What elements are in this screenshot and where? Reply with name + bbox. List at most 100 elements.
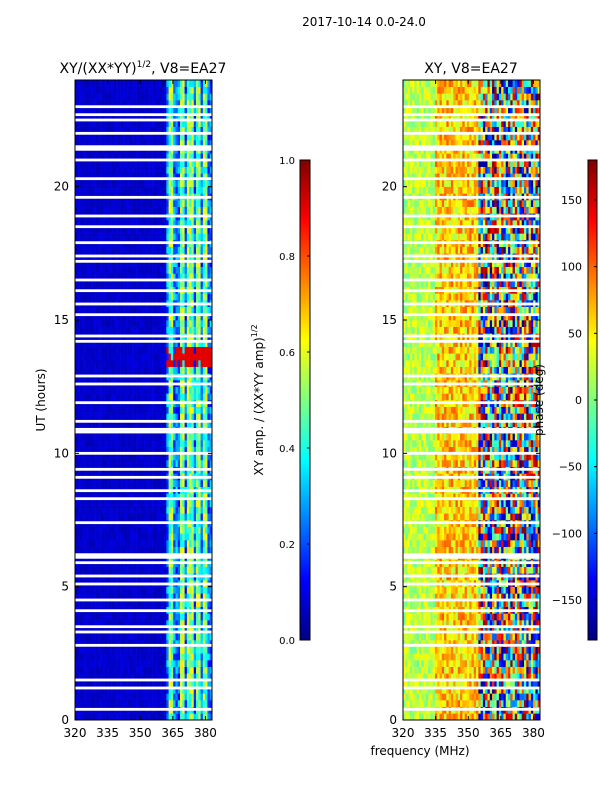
heatmap-cell	[205, 713, 208, 721]
heatmap-cell	[189, 446, 192, 454]
heatmap-cell	[209, 640, 213, 647]
heatmap-cell	[90, 693, 94, 701]
heatmap-cell	[189, 513, 192, 521]
heatmap-cell	[164, 233, 167, 241]
heatmap-cell	[159, 366, 163, 374]
heatmap-cell	[182, 526, 185, 534]
heatmap-cell	[209, 700, 213, 707]
heatmap-cell	[207, 680, 211, 687]
heatmap-cell	[120, 306, 124, 314]
heatmap-cell	[189, 500, 192, 507]
heatmap-cell	[116, 353, 119, 361]
heatmap-cell	[113, 700, 117, 707]
heatmap-cell	[138, 500, 142, 507]
heatmap-cell	[150, 500, 153, 507]
heatmap-cell	[88, 340, 92, 347]
heatmap-cell	[200, 173, 204, 181]
heatmap-cell	[150, 566, 153, 574]
heatmap-cell	[170, 413, 174, 421]
heatmap-cell	[157, 600, 160, 607]
heatmap-cell	[177, 180, 181, 187]
heatmap-cell	[207, 533, 211, 541]
heatmap-cell	[145, 640, 149, 647]
heatmap-cell	[191, 533, 195, 541]
heatmap-cell	[90, 600, 94, 607]
heatmap-cell	[138, 306, 142, 314]
heatmap-cell	[79, 166, 83, 174]
heatmap-cell	[205, 480, 208, 487]
heatmap-cell	[84, 173, 87, 181]
heatmap-cell	[127, 713, 131, 721]
heatmap-cell	[125, 200, 128, 207]
heatmap-cell	[134, 460, 137, 467]
heatmap-cell	[111, 540, 115, 547]
heatmap-cell	[166, 660, 169, 667]
heatmap-cell	[168, 313, 172, 321]
heatmap-cell	[177, 626, 181, 634]
heatmap-cell	[127, 440, 131, 447]
heatmap-cell	[180, 566, 183, 574]
heatmap-cell	[186, 306, 190, 314]
heatmap-cell	[138, 420, 142, 427]
heatmap-cell	[209, 540, 213, 547]
heatmap-cell	[136, 173, 140, 181]
heatmap-cell	[168, 440, 172, 447]
heatmap-cell	[150, 246, 153, 254]
heatmap-cell	[122, 173, 126, 181]
heatmap-cell	[88, 540, 92, 547]
heatmap-cell	[75, 613, 78, 621]
heatmap-cell	[127, 626, 131, 634]
heatmap-cell	[79, 480, 83, 487]
heatmap-cell	[86, 433, 89, 441]
heatmap-cell	[95, 220, 99, 227]
heatmap-cell	[193, 386, 197, 394]
heatmap-cell	[152, 360, 156, 367]
heatmap-cell	[159, 666, 163, 674]
heatmap-cell	[177, 640, 181, 647]
heatmap-cell	[102, 673, 105, 681]
heatmap-cell	[202, 420, 206, 427]
heatmap-cell	[145, 186, 149, 194]
heatmap-cell	[129, 293, 133, 301]
heatmap-cell	[175, 446, 179, 454]
heatmap-cell	[116, 440, 119, 447]
heatmap-cell	[166, 613, 169, 621]
heatmap-cell	[159, 326, 163, 334]
heatmap-cell	[132, 513, 135, 521]
heatmap-cell	[122, 180, 126, 187]
heatmap-cell	[166, 440, 169, 447]
heatmap-cell	[104, 646, 108, 654]
heatmap-cell	[200, 673, 204, 681]
heatmap-cell	[170, 666, 174, 674]
heatmap-cell	[184, 493, 188, 501]
heatmap-cell	[209, 440, 213, 447]
heatmap-cell	[79, 260, 83, 267]
heatmap-cell	[175, 480, 179, 487]
heatmap-cell	[95, 700, 99, 707]
heatmap-cell	[193, 660, 197, 667]
heatmap-cell	[136, 453, 140, 461]
heatmap-cell	[196, 280, 199, 287]
heatmap-cell	[154, 186, 158, 194]
heatmap-cell	[106, 620, 110, 627]
heatmap-cell	[202, 313, 206, 321]
heatmap-cell	[86, 346, 89, 354]
heatmap-cell	[173, 226, 176, 234]
heatmap-cell	[113, 166, 117, 174]
heatmap-cell	[138, 700, 142, 707]
heatmap-cell	[198, 413, 201, 421]
heatmap-cell	[157, 666, 160, 674]
heatmap-cell	[150, 186, 153, 194]
heatmap-cell	[81, 266, 85, 274]
heatmap-cell	[88, 273, 92, 281]
heatmap-cell	[202, 526, 206, 534]
heatmap-cell	[132, 440, 135, 447]
heatmap-cell	[132, 420, 135, 427]
heatmap-cell	[109, 306, 112, 314]
heatmap-cell	[125, 586, 128, 594]
heatmap-cell	[182, 180, 185, 187]
heatmap-cell	[182, 173, 185, 181]
heatmap-cell	[159, 320, 163, 327]
heatmap-cell	[180, 493, 183, 501]
heatmap-cell	[127, 226, 131, 234]
